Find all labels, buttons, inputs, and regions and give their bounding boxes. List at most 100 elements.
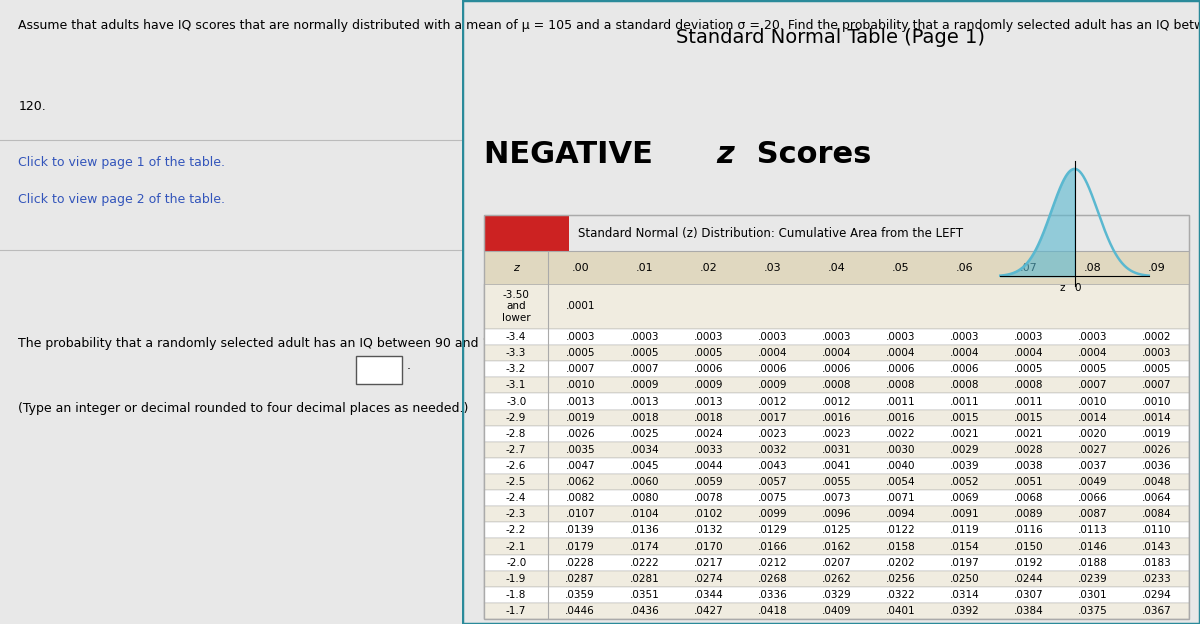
Text: .0003: .0003 bbox=[1142, 348, 1171, 358]
Text: .02: .02 bbox=[700, 263, 718, 273]
Text: .0018: .0018 bbox=[694, 412, 724, 422]
Text: .0011: .0011 bbox=[886, 396, 916, 406]
Text: .0091: .0091 bbox=[950, 509, 979, 519]
Text: .0010: .0010 bbox=[565, 381, 595, 391]
Text: .0174: .0174 bbox=[630, 542, 659, 552]
Text: .0146: .0146 bbox=[1078, 542, 1108, 552]
Text: .0059: .0059 bbox=[694, 477, 724, 487]
Text: .03: .03 bbox=[763, 263, 781, 273]
Text: .0003: .0003 bbox=[630, 332, 659, 342]
Text: .0301: .0301 bbox=[1078, 590, 1108, 600]
Text: 0: 0 bbox=[1074, 283, 1080, 293]
Text: .0436: .0436 bbox=[630, 606, 659, 616]
Text: .0003: .0003 bbox=[1014, 332, 1044, 342]
Text: .0078: .0078 bbox=[694, 493, 724, 503]
Text: .0022: .0022 bbox=[886, 429, 916, 439]
Text: .0019: .0019 bbox=[1142, 429, 1171, 439]
Text: .0294: .0294 bbox=[1142, 590, 1171, 600]
Text: .0007: .0007 bbox=[1078, 381, 1108, 391]
Text: .01: .01 bbox=[636, 263, 653, 273]
Text: .0012: .0012 bbox=[822, 396, 851, 406]
Bar bbox=[484, 215, 569, 251]
Text: .0287: .0287 bbox=[565, 573, 595, 583]
Text: -3.4: -3.4 bbox=[506, 332, 527, 342]
Text: .0250: .0250 bbox=[950, 573, 979, 583]
Text: .0084: .0084 bbox=[1142, 509, 1171, 519]
Text: .0003: .0003 bbox=[757, 332, 787, 342]
Text: .0003: .0003 bbox=[694, 332, 724, 342]
Bar bbox=[484, 571, 1189, 587]
Text: .0031: .0031 bbox=[822, 445, 851, 455]
Text: .0336: .0336 bbox=[757, 590, 787, 600]
Text: .0005: .0005 bbox=[1078, 364, 1108, 374]
Text: .0047: .0047 bbox=[565, 461, 595, 471]
Text: .0009: .0009 bbox=[694, 381, 724, 391]
Text: .0028: .0028 bbox=[1014, 445, 1044, 455]
Text: .0222: .0222 bbox=[630, 558, 659, 568]
Text: .0004: .0004 bbox=[950, 348, 979, 358]
Text: .0044: .0044 bbox=[694, 461, 724, 471]
Text: .0087: .0087 bbox=[1078, 509, 1108, 519]
Text: .0244: .0244 bbox=[1014, 573, 1044, 583]
Text: .0037: .0037 bbox=[1078, 461, 1108, 471]
Bar bbox=[484, 361, 1189, 378]
Text: .0099: .0099 bbox=[757, 509, 787, 519]
Text: .0013: .0013 bbox=[694, 396, 724, 406]
Bar bbox=[484, 409, 1189, 426]
Text: .0075: .0075 bbox=[757, 493, 787, 503]
Bar bbox=[484, 329, 1189, 345]
Text: -2.6: -2.6 bbox=[506, 461, 527, 471]
Text: .0351: .0351 bbox=[630, 590, 659, 600]
Text: .0008: .0008 bbox=[886, 381, 916, 391]
Text: .0136: .0136 bbox=[630, 525, 659, 535]
Text: Click to view page 1 of the table.: Click to view page 1 of the table. bbox=[18, 156, 226, 169]
Text: .0166: .0166 bbox=[757, 542, 787, 552]
Text: Scores: Scores bbox=[746, 140, 871, 169]
Bar bbox=[484, 458, 1189, 474]
Text: z: z bbox=[1060, 283, 1064, 293]
Text: .0009: .0009 bbox=[630, 381, 659, 391]
Text: .0158: .0158 bbox=[886, 542, 916, 552]
Text: -2.7: -2.7 bbox=[506, 445, 527, 455]
Text: .0034: .0034 bbox=[630, 445, 659, 455]
Bar bbox=[484, 603, 1189, 619]
Bar bbox=[484, 378, 1189, 394]
Text: .0040: .0040 bbox=[886, 461, 916, 471]
Text: .0055: .0055 bbox=[822, 477, 851, 487]
Text: .0021: .0021 bbox=[1014, 429, 1044, 439]
Text: .0228: .0228 bbox=[565, 558, 595, 568]
Text: .0154: .0154 bbox=[950, 542, 979, 552]
Text: .0010: .0010 bbox=[1142, 396, 1171, 406]
Text: .0188: .0188 bbox=[1078, 558, 1108, 568]
Text: -2.5: -2.5 bbox=[506, 477, 527, 487]
Text: .0367: .0367 bbox=[1142, 606, 1171, 616]
Text: z: z bbox=[514, 263, 520, 273]
Text: .0233: .0233 bbox=[1142, 573, 1171, 583]
Text: .0102: .0102 bbox=[694, 509, 724, 519]
Text: -3.3: -3.3 bbox=[506, 348, 527, 358]
Text: .0051: .0051 bbox=[1014, 477, 1044, 487]
Bar bbox=[484, 555, 1189, 571]
Text: .0005: .0005 bbox=[565, 348, 595, 358]
Text: .0082: .0082 bbox=[565, 493, 595, 503]
Bar bbox=[484, 587, 1189, 603]
Text: .0010: .0010 bbox=[1078, 396, 1108, 406]
Text: .0132: .0132 bbox=[694, 525, 724, 535]
Text: .0029: .0029 bbox=[950, 445, 979, 455]
Text: .0013: .0013 bbox=[630, 396, 659, 406]
Text: .0008: .0008 bbox=[1014, 381, 1044, 391]
Text: .0162: .0162 bbox=[822, 542, 852, 552]
Text: -3.0: -3.0 bbox=[506, 396, 527, 406]
Text: .0006: .0006 bbox=[822, 364, 851, 374]
Text: .0033: .0033 bbox=[694, 445, 724, 455]
Text: 120.: 120. bbox=[18, 100, 47, 113]
Text: -3.2: -3.2 bbox=[506, 364, 527, 374]
Text: .0007: .0007 bbox=[1142, 381, 1171, 391]
Text: .0006: .0006 bbox=[694, 364, 724, 374]
Text: .0064: .0064 bbox=[1142, 493, 1171, 503]
Text: -2.4: -2.4 bbox=[506, 493, 527, 503]
Text: -2.9: -2.9 bbox=[506, 412, 527, 422]
Text: .0014: .0014 bbox=[1078, 412, 1108, 422]
Text: .0197: .0197 bbox=[950, 558, 979, 568]
Text: .0122: .0122 bbox=[886, 525, 916, 535]
